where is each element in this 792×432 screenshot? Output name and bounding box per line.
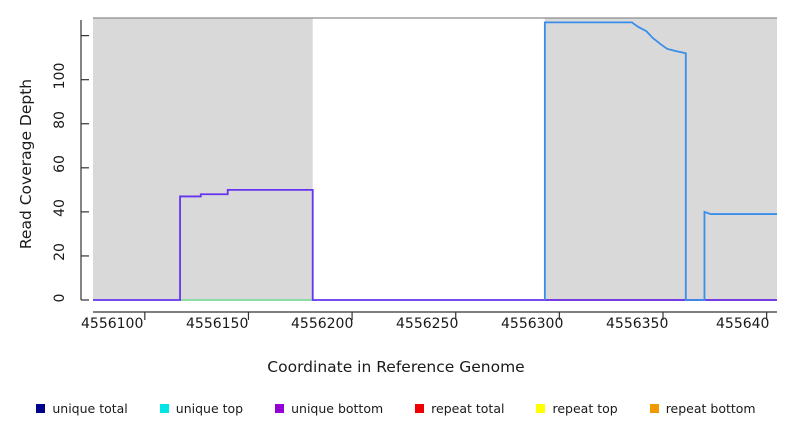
- repeat-region-right: [544, 18, 777, 300]
- legend-item-unique-top[interactable]: unique top: [159, 400, 244, 416]
- legend-label: repeat bottom: [665, 400, 756, 416]
- data-series: [93, 21, 777, 301]
- legend-item-repeat-total[interactable]: repeat total: [415, 401, 504, 416]
- legend-spacer: [128, 408, 160, 409]
- legend-item-repeat-bottom[interactable]: repeat bottom: [649, 400, 756, 416]
- series-unique-bottom: [93, 188, 777, 301]
- legend-swatch-icon: [159, 403, 169, 413]
- legend-label: repeat top: [552, 400, 618, 416]
- x-tick-label-4556300: 4556300: [501, 316, 564, 332]
- x-tick-label-4556400: 455640: [716, 316, 770, 332]
- legend-spacer: [618, 408, 650, 409]
- repeat-region-left: [93, 18, 313, 300]
- axis-ticks: [81, 35, 768, 320]
- x-tick-label-4556150: 4556150: [186, 316, 249, 332]
- legend-swatch-icon: [36, 403, 46, 413]
- legend-swatch-icon: [415, 403, 425, 413]
- shaded-regions: [93, 18, 777, 300]
- legend-swatch-icon: [649, 403, 659, 413]
- legend-label: unique total: [52, 400, 128, 416]
- legend-swatch-icon: [536, 403, 546, 413]
- legend-spacer: [383, 408, 415, 409]
- series-unique-total: [543, 21, 777, 301]
- legend-item-unique-bottom[interactable]: unique bottom: [275, 401, 383, 416]
- legend-swatch-icon: [275, 403, 285, 413]
- x-tick-label-4556100: 4556100: [81, 316, 144, 332]
- x-tick-label-4556350: 4556350: [606, 316, 669, 332]
- x-axis-title: Coordinate in Reference Genome: [267, 358, 525, 376]
- legend-spacer: [504, 408, 536, 409]
- legend-spacer: [243, 408, 275, 409]
- x-tick-label-4556200: 4556200: [291, 316, 354, 332]
- chart-legend: unique total unique top unique bottom repea…: [0, 398, 792, 418]
- legend-item-repeat-top[interactable]: repeat top: [536, 400, 618, 416]
- legend-label: unique top: [175, 400, 244, 416]
- legend-item-unique-total[interactable]: unique total: [36, 400, 128, 416]
- legend-label: repeat total: [431, 400, 505, 416]
- x-tick-label-4556250: 4556250: [396, 316, 459, 332]
- legend-label: unique bottom: [291, 400, 384, 416]
